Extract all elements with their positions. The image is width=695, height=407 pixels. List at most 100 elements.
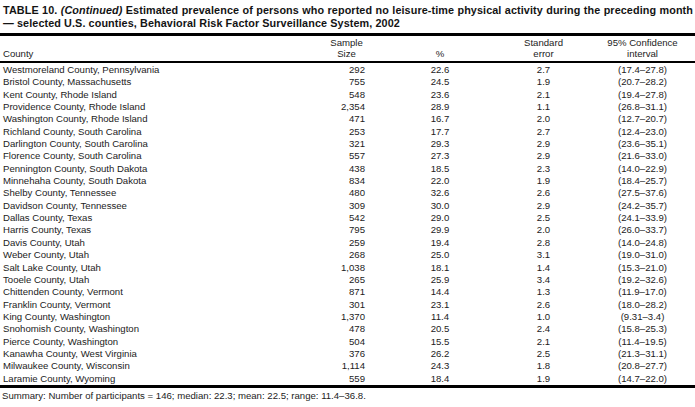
sample-size-cell: 478 (310, 323, 383, 335)
sample-size-cell: 480 (310, 187, 383, 199)
ci-cell: (9.31–3.4) (590, 311, 695, 323)
percent-cell: 26.2 (383, 348, 497, 360)
table-row: Darlington County, South Carolina 321 29… (0, 138, 695, 150)
std-error-cell: 1.3 (497, 286, 590, 298)
sample-header-line1: Sample (310, 38, 383, 49)
ci-cell: (19.4–27.8) (590, 89, 695, 101)
ci-cell: (26.8–31.1) (590, 101, 695, 113)
sample-header-line2: Size (310, 49, 383, 60)
percent-cell: 22.0 (383, 175, 497, 187)
county-cell: Washington County, Rhode Island (0, 113, 310, 125)
table-number-label: TABLE 10. (3, 4, 61, 16)
sample-size-cell: 292 (310, 62, 383, 76)
county-cell: Tooele County, Utah (0, 274, 310, 286)
ci-cell: (19.0–31.0) (590, 249, 695, 261)
table-row: Westmoreland County, Pennsylvania 292 22… (0, 62, 695, 76)
county-cell: Weber County, Utah (0, 249, 310, 261)
table-row: Florence County, South Carolina 557 27.3… (0, 150, 695, 162)
county-cell: Dallas County, Texas (0, 212, 310, 224)
ci-cell: (20.7–28.2) (590, 76, 695, 88)
std-error-cell: 2.5 (497, 348, 590, 360)
table-row: Milwaukee County, Wisconsin 1,114 24.3 1… (0, 360, 695, 372)
sample-size-cell: 504 (310, 336, 383, 348)
percent-cell: 18.4 (383, 373, 497, 387)
percent-cell: 30.0 (383, 200, 497, 212)
county-cell: King County, Washington (0, 311, 310, 323)
table-continued-label: (Continued) (61, 4, 123, 16)
table-row: Richland County, South Carolina 253 17.7… (0, 126, 695, 138)
std-error-cell: 2.7 (497, 62, 590, 76)
std-error-cell: 2.7 (497, 126, 590, 138)
percent-cell: 32.6 (383, 187, 497, 199)
header-row: County Sample Size % Standard error 95% … (0, 36, 695, 62)
ci-cell: (24.2–35.7) (590, 200, 695, 212)
sample-size-cell: 301 (310, 299, 383, 311)
ci-cell: (24.1–33.9) (590, 212, 695, 224)
std-error-cell: 1.9 (497, 175, 590, 187)
county-cell: Kanawha County, West Virginia (0, 348, 310, 360)
county-cell: Snohomish County, Washington (0, 323, 310, 335)
sample-size-cell: 1,038 (310, 262, 383, 274)
table-row: Washington County, Rhode Island 471 16.7… (0, 113, 695, 125)
percent-cell: 23.1 (383, 299, 497, 311)
table-row: Laramie County, Wyoming 559 18.4 1.9 (14… (0, 373, 695, 387)
county-cell: Minnehaha County, South Dakota (0, 175, 310, 187)
table-title: TABLE 10. (Continued) Estimated prevalen… (0, 0, 695, 33)
percent-cell: 17.7 (383, 126, 497, 138)
table-body: Westmoreland County, Pennsylvania 292 22… (0, 62, 695, 386)
table-row: Kanawha County, West Virginia 376 26.2 2… (0, 348, 695, 360)
county-cell: Darlington County, South Carolina (0, 138, 310, 150)
ci-cell: (15.3–21.0) (590, 262, 695, 274)
ci-cell: (21.3–31.1) (590, 348, 695, 360)
sample-size-cell: 755 (310, 76, 383, 88)
std-error-cell: 3.4 (497, 274, 590, 286)
table-row: Dallas County, Texas 542 29.0 2.5 (24.1–… (0, 212, 695, 224)
county-cell: Kent County, Rhode Island (0, 89, 310, 101)
table-row: Franklin County, Vermont 301 23.1 2.6 (1… (0, 299, 695, 311)
table-row: Weber County, Utah 268 25.0 3.1 (19.0–31… (0, 249, 695, 261)
std-error-header-line2: error (497, 49, 590, 60)
sample-size-cell: 542 (310, 212, 383, 224)
std-error-cell: 2.1 (497, 336, 590, 348)
ci-cell: (18.0–28.2) (590, 299, 695, 311)
ci-cell: (12.4–23.0) (590, 126, 695, 138)
ci-header-line1: 95% Confidence (590, 38, 695, 49)
sample-size-cell: 309 (310, 200, 383, 212)
county-cell: Providence County, Rhode Island (0, 101, 310, 113)
std-error-cell: 2.3 (497, 163, 590, 175)
percent-cell: 18.1 (383, 262, 497, 274)
ci-cell: (15.8–25.3) (590, 323, 695, 335)
ci-cell: (14.0–24.8) (590, 237, 695, 249)
percent-cell: 28.9 (383, 101, 497, 113)
table-row: Providence County, Rhode Island 2,354 28… (0, 101, 695, 113)
std-error-cell: 2.9 (497, 138, 590, 150)
table-row: King County, Washington 1,370 11.4 1.0 (… (0, 311, 695, 323)
ci-cell: (20.8–27.7) (590, 360, 695, 372)
county-cell: Davis County, Utah (0, 237, 310, 249)
ci-cell: (19.2–32.6) (590, 274, 695, 286)
county-cell: Davidson County, Tennessee (0, 200, 310, 212)
column-header-standard-error: Standard error (497, 36, 590, 62)
report-table-page: TABLE 10. (Continued) Estimated prevalen… (0, 0, 695, 407)
column-header-confidence-interval: 95% Confidence interval (590, 36, 695, 62)
sample-size-cell: 871 (310, 286, 383, 298)
std-error-cell: 2.9 (497, 200, 590, 212)
table-row: Davidson County, Tennessee 309 30.0 2.9 … (0, 200, 695, 212)
county-cell: Salt Lake County, Utah (0, 262, 310, 274)
column-header-county: County (0, 36, 310, 62)
sample-size-cell: 2,354 (310, 101, 383, 113)
std-error-cell: 2.8 (497, 237, 590, 249)
ci-cell: (14.7–22.0) (590, 373, 695, 387)
county-cell: Chittenden County, Vermont (0, 286, 310, 298)
std-error-cell: 1.4 (497, 262, 590, 274)
sample-size-cell: 376 (310, 348, 383, 360)
percent-cell: 20.5 (383, 323, 497, 335)
table-row: Pennington County, South Dakota 438 18.5… (0, 163, 695, 175)
std-error-cell: 1.9 (497, 373, 590, 387)
table-row: Snohomish County, Washington 478 20.5 2.… (0, 323, 695, 335)
county-cell: Laramie County, Wyoming (0, 373, 310, 387)
std-error-cell: 1.0 (497, 311, 590, 323)
sample-size-cell: 557 (310, 150, 383, 162)
prevalence-table: County Sample Size % Standard error 95% … (0, 36, 695, 388)
std-error-cell: 1.9 (497, 76, 590, 88)
